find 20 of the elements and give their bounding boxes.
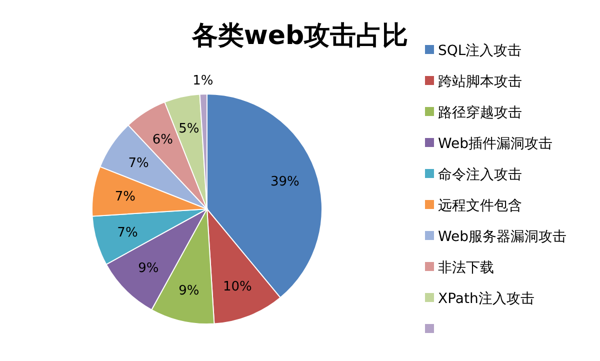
legend-label: Web插件漏洞攻击 xyxy=(438,136,553,152)
data-label: 9% xyxy=(178,283,200,298)
data-label: 6% xyxy=(152,132,173,148)
legend-label: XPath注入攻击 xyxy=(438,290,534,307)
legend-label: 非法下载 xyxy=(438,260,494,276)
data-label: 7% xyxy=(128,156,149,172)
data-label: 10% xyxy=(223,280,252,295)
data-label: 7% xyxy=(117,226,138,241)
legend-label: Web服务器漏洞攻击 xyxy=(438,228,567,245)
chart-title: 各类web攻击占比 xyxy=(190,21,408,51)
data-label: 9% xyxy=(138,261,159,276)
data-label: 7% xyxy=(114,190,136,205)
legend-label: 跨站脚本攻击 xyxy=(438,74,522,90)
legend-label: 命令注入攻击 xyxy=(438,166,522,183)
legend-label: SQL注入攻击 xyxy=(438,42,522,59)
legend-label: 路径穿越攻击 xyxy=(438,104,522,121)
data-label: 39% xyxy=(270,174,300,190)
data-label: 1% xyxy=(192,74,214,89)
data-label: 5% xyxy=(178,122,200,137)
legend-label: 远程文件包含 xyxy=(438,198,522,214)
